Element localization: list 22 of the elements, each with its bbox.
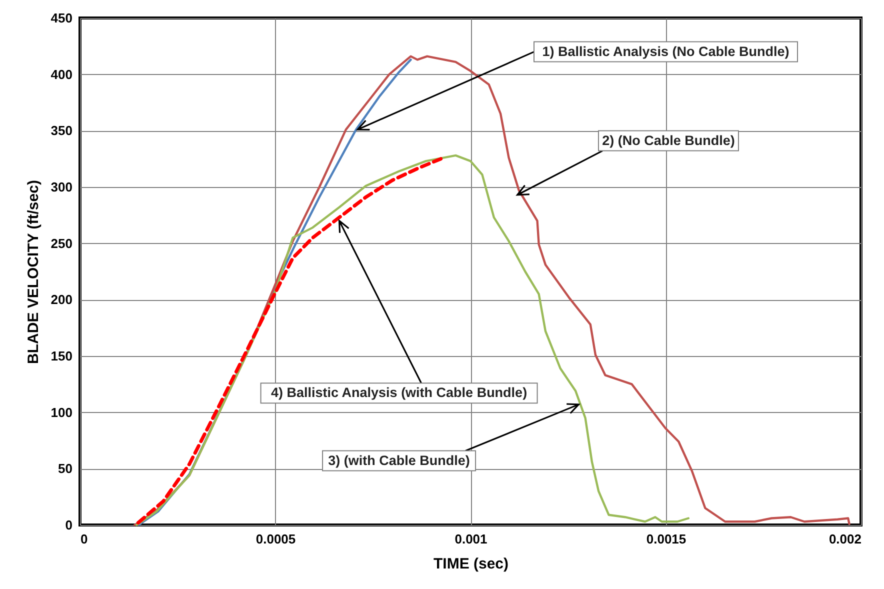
y-tick-label: 250: [50, 236, 72, 251]
y-tick-label: 200: [50, 292, 72, 308]
y-tick-label: 400: [50, 66, 72, 82]
y-tick-label: 300: [50, 180, 72, 194]
annotation: 4) Ballistic Analysis (with Cable Bundle): [271, 385, 528, 400]
x-tick-label: 0: [80, 532, 88, 546]
y-tick-label: 0: [65, 518, 72, 532]
x-tick-label: 0.0005: [256, 532, 296, 546]
x-tick-label: 0.001: [454, 532, 488, 546]
y-tick-label: 50: [58, 461, 72, 476]
line-series: [136, 154, 690, 526]
annotation: 3) (with Cable Bundle): [328, 452, 470, 468]
y-axis-title: BLADE VELOCITY (ft/sec): [24, 180, 42, 364]
y-tick-label: 150: [50, 348, 72, 364]
x-axis-title: TIME (sec): [433, 556, 509, 572]
annotation: 1) Ballistic Analysis (No Cable Bundle): [542, 44, 790, 59]
annotation: 2) (No Cable Bundle): [602, 132, 735, 148]
y-tick-label: 100: [50, 404, 72, 420]
x-tick-label: 0.0015: [646, 532, 686, 546]
y-tick-label: 450: [50, 10, 72, 26]
y-tick-label: 350: [50, 123, 72, 138]
x-tick-label: 0.002: [828, 532, 862, 546]
